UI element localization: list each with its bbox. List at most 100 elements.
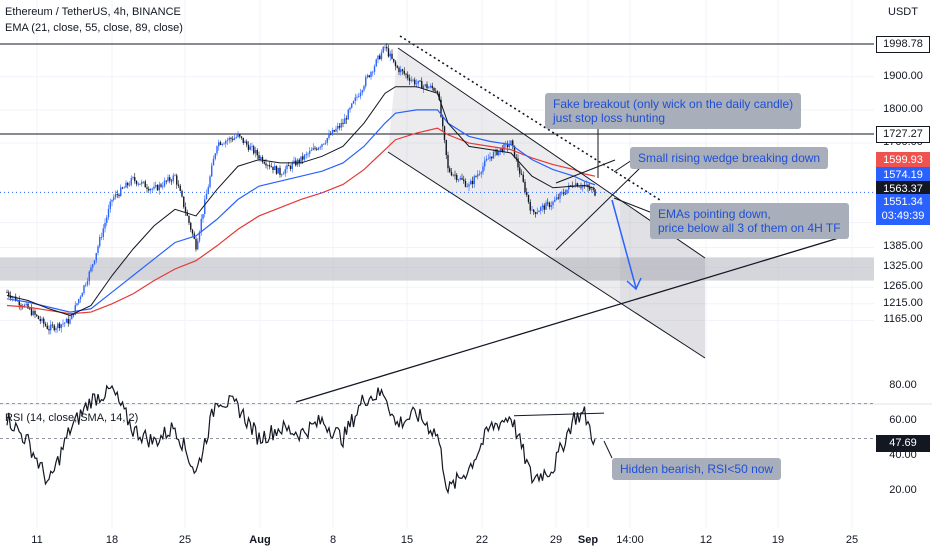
candle-body bbox=[564, 193, 566, 195]
candle-body bbox=[58, 323, 61, 329]
candle-body bbox=[386, 46, 388, 49]
candle-body bbox=[188, 215, 190, 223]
candle-body bbox=[211, 165, 213, 177]
long-support-trendline bbox=[295, 236, 843, 403]
candle-body bbox=[450, 172, 453, 176]
candle-body bbox=[589, 187, 591, 190]
candle-body bbox=[326, 137, 328, 143]
candle-body bbox=[50, 324, 52, 331]
candle-body bbox=[303, 154, 306, 160]
candle-body bbox=[592, 188, 594, 190]
candle-body bbox=[393, 58, 395, 62]
candle-body bbox=[540, 207, 542, 211]
candle-body bbox=[155, 185, 157, 187]
time-axis-label: 12 bbox=[699, 534, 713, 546]
candle-body bbox=[380, 52, 383, 60]
candle-body bbox=[71, 313, 73, 320]
candle-body bbox=[191, 229, 194, 234]
rsi-note: Hidden bearish, RSI<50 now bbox=[612, 458, 782, 480]
candle-body bbox=[29, 308, 31, 310]
candle-body bbox=[60, 324, 62, 329]
candle-body bbox=[422, 85, 425, 89]
candle-body bbox=[86, 281, 89, 285]
candle-body bbox=[321, 144, 323, 147]
candle-body bbox=[590, 188, 593, 190]
candle-body bbox=[541, 205, 544, 208]
candle-body bbox=[302, 156, 304, 160]
candle-body bbox=[300, 156, 302, 163]
candle-body bbox=[113, 197, 115, 200]
candle-body bbox=[370, 71, 372, 78]
candle-body bbox=[261, 157, 264, 163]
candle-body bbox=[247, 144, 250, 150]
rsi-axis-label: 20.00 bbox=[889, 484, 917, 496]
candle-body bbox=[351, 103, 353, 108]
candle-body bbox=[197, 240, 199, 250]
candle-body bbox=[179, 185, 181, 191]
candle-body bbox=[244, 141, 246, 143]
time-axis-label: Sep bbox=[577, 534, 599, 546]
candle-body bbox=[438, 93, 440, 100]
candle-body bbox=[137, 183, 139, 185]
candle-body bbox=[499, 148, 502, 151]
channel-lower-line bbox=[387, 151, 706, 359]
candle-body bbox=[478, 173, 481, 175]
candle-body bbox=[209, 176, 211, 188]
candle-body bbox=[464, 181, 467, 187]
candle-body bbox=[253, 146, 255, 154]
candle-body bbox=[274, 166, 276, 171]
candle-body bbox=[81, 293, 83, 297]
candle-body bbox=[337, 126, 339, 129]
candle-body bbox=[333, 130, 335, 132]
candle-body bbox=[582, 185, 584, 188]
candle-body bbox=[498, 150, 500, 156]
candle-body bbox=[135, 180, 138, 185]
candle-body bbox=[289, 166, 292, 169]
candle-body bbox=[359, 92, 362, 97]
candle-body bbox=[228, 137, 230, 141]
price-axis-label: 1215.00 bbox=[883, 296, 923, 309]
candle-body bbox=[18, 300, 20, 306]
candle-body bbox=[41, 318, 43, 322]
candle-body bbox=[125, 182, 127, 188]
candle-body bbox=[34, 310, 36, 315]
time-axis-label: 11 bbox=[31, 534, 43, 546]
candle-body bbox=[312, 147, 314, 150]
candle-body bbox=[20, 305, 22, 307]
candle-body bbox=[536, 212, 538, 214]
candle-body bbox=[177, 184, 180, 186]
candle-body bbox=[165, 180, 167, 182]
candle-body bbox=[323, 143, 325, 145]
candle-body bbox=[8, 292, 10, 296]
candle-body bbox=[319, 146, 321, 148]
candle-body bbox=[260, 157, 262, 159]
candle-body bbox=[470, 180, 472, 185]
candle-body bbox=[62, 323, 64, 325]
candle-body bbox=[361, 90, 363, 93]
candle-body bbox=[200, 218, 202, 232]
candle-body bbox=[123, 187, 125, 189]
price-tag: 1599.93 bbox=[876, 152, 930, 169]
ema-callout-line bbox=[613, 197, 656, 215]
price-axis-label: 1385.00 bbox=[883, 240, 923, 253]
candle-body bbox=[169, 177, 171, 181]
candle-body bbox=[254, 150, 257, 154]
candle-body bbox=[37, 315, 40, 320]
candle-body bbox=[400, 69, 402, 73]
candle-body bbox=[520, 173, 523, 175]
candle-body bbox=[46, 325, 48, 329]
candle-body bbox=[431, 85, 433, 89]
candle-body bbox=[580, 186, 582, 188]
candle-body bbox=[424, 84, 426, 86]
candle-body bbox=[298, 159, 300, 163]
candle-body bbox=[270, 166, 272, 168]
candle-body bbox=[141, 181, 143, 185]
candle-body bbox=[552, 201, 554, 206]
candle-body bbox=[398, 67, 400, 73]
candle-body bbox=[328, 133, 330, 138]
candle-body bbox=[88, 271, 90, 282]
candle-body bbox=[183, 196, 185, 208]
candle-body bbox=[307, 153, 309, 155]
rising-wedge-note: Small rising wedge breaking down bbox=[630, 147, 829, 169]
candle-body bbox=[265, 163, 267, 166]
